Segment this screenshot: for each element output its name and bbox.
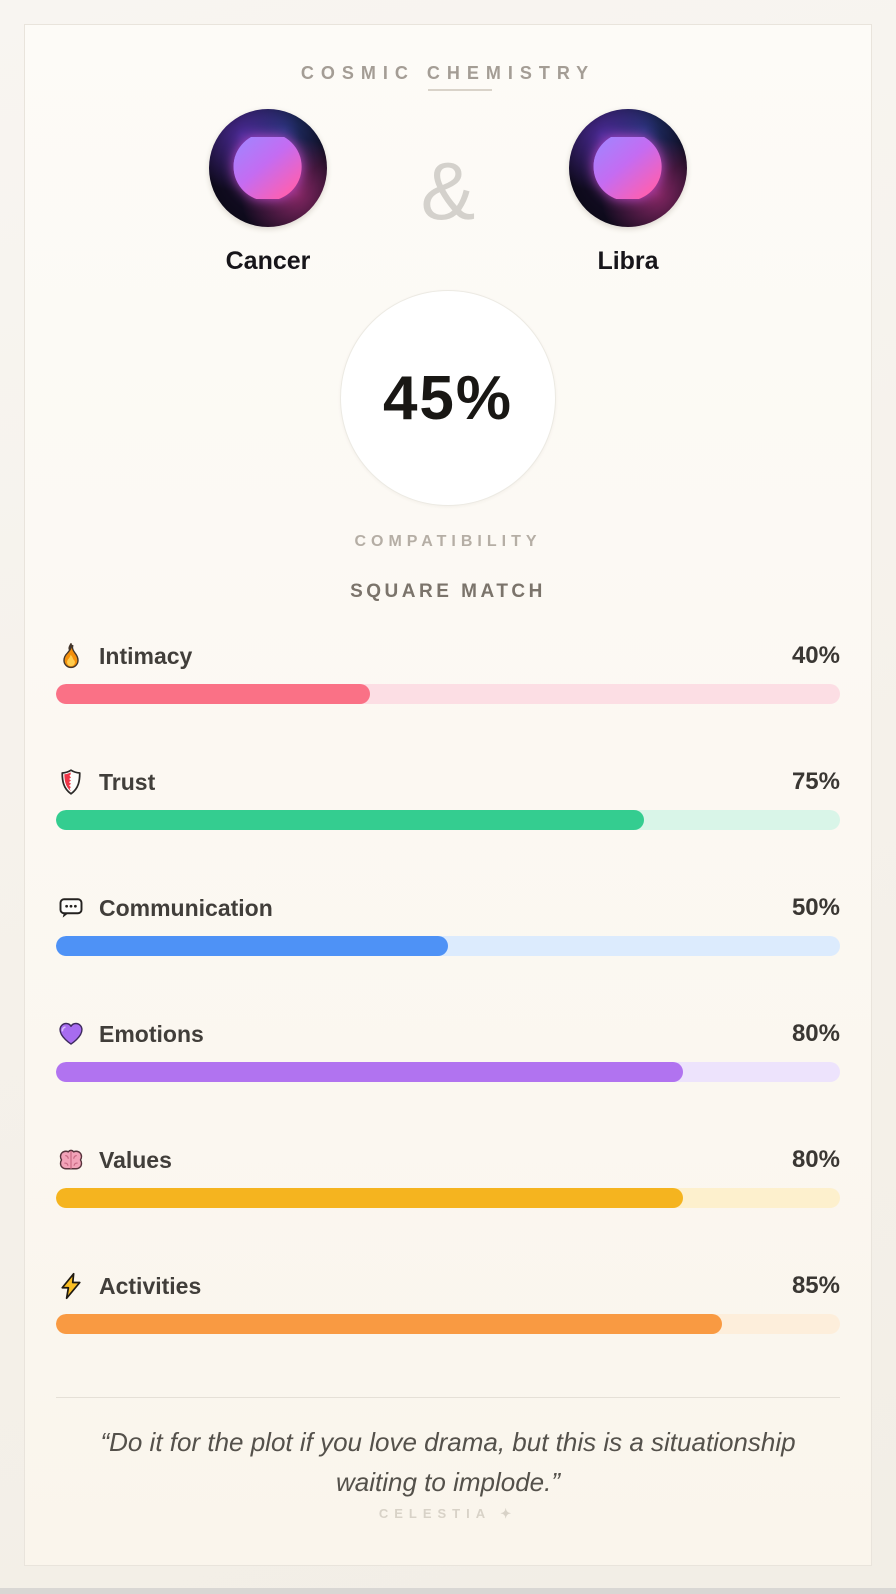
compatibility-card: COSMIC CHEMISTRY ♋ Cancer & ♎ Libra 45% …: [24, 24, 872, 1566]
stat-row-values: Values 80%: [56, 1145, 840, 1208]
watermark: CELESTIA ✦: [56, 1506, 840, 1522]
progress-bar-fill: [56, 1188, 684, 1208]
progress-bar-fill: [56, 1062, 684, 1082]
stat-value: 50%: [791, 894, 840, 921]
stat-label: Intimacy: [99, 642, 193, 669]
page-title: COSMIC CHEMISTRY: [300, 63, 596, 83]
speech-bubble-icon: [56, 893, 86, 923]
progress-bar-fill: [56, 936, 448, 956]
progress-bar-fill: [56, 810, 644, 830]
stat-value: 80%: [791, 1146, 840, 1173]
progress-bar-fill: [56, 684, 370, 704]
progress-bar-fill: [56, 1314, 723, 1334]
progress-bar-track: [56, 810, 840, 830]
stat-value: 80%: [791, 1020, 840, 1047]
shield-icon: [56, 767, 86, 797]
compatibility-score-value: 45%: [382, 363, 514, 433]
sign-left-name: Cancer: [225, 247, 311, 275]
cancer-symbol: ♋: [229, 133, 307, 202]
compatibility-label: COMPATIBILITY: [354, 533, 542, 550]
stat-row-communication: Communication 50%: [56, 893, 840, 956]
page-bottom-edge: [0, 1588, 896, 1594]
stat-label: Values: [99, 1146, 172, 1173]
stat-label: Emotions: [99, 1020, 204, 1047]
sign-right: ♎ Libra: [503, 109, 753, 276]
progress-bar-track: [56, 1314, 840, 1334]
compatibility-quote: “Do it for the plot if you love drama, b…: [100, 1427, 796, 1497]
stat-row-trust: Trust 75%: [56, 767, 840, 830]
sign-left: ♋ Cancer: [143, 109, 393, 276]
match-type-label: SQUARE MATCH: [350, 581, 546, 602]
progress-bar-track: [56, 936, 840, 956]
sparkle-icon: ✦: [500, 1506, 518, 1521]
divider: [56, 1397, 840, 1398]
fire-icon: [56, 641, 86, 671]
libra-symbol: ♎: [589, 133, 667, 202]
stat-row-intimacy: Intimacy 40%: [56, 641, 840, 704]
stat-value: 85%: [791, 1272, 840, 1299]
stat-value: 75%: [791, 768, 840, 795]
title-underline-decoration: [428, 89, 492, 91]
purple-heart-icon: [56, 1019, 86, 1049]
stat-value: 40%: [791, 642, 840, 669]
stat-label: Activities: [99, 1272, 202, 1299]
stat-label: Communication: [99, 894, 273, 921]
compatibility-score-circle: 45%: [340, 290, 556, 506]
stat-row-activities: Activities 85%: [56, 1271, 840, 1334]
progress-bar-track: [56, 1062, 840, 1082]
stat-label: Trust: [99, 768, 156, 795]
progress-bar-track: [56, 1188, 840, 1208]
progress-bar-track: [56, 684, 840, 704]
watermark-text: CELESTIA: [378, 1506, 491, 1521]
zodiac-pair: ♋ Cancer & ♎ Libra: [56, 109, 840, 276]
ampersand-separator: &: [420, 146, 476, 237]
stats-list: Intimacy 40% Trust 75% Communication 50%: [56, 641, 840, 1334]
lightning-icon: [56, 1271, 86, 1301]
sign-right-name: Libra: [597, 247, 659, 275]
brain-icon: [56, 1145, 86, 1175]
stat-row-emotions: Emotions 80%: [56, 1019, 840, 1082]
